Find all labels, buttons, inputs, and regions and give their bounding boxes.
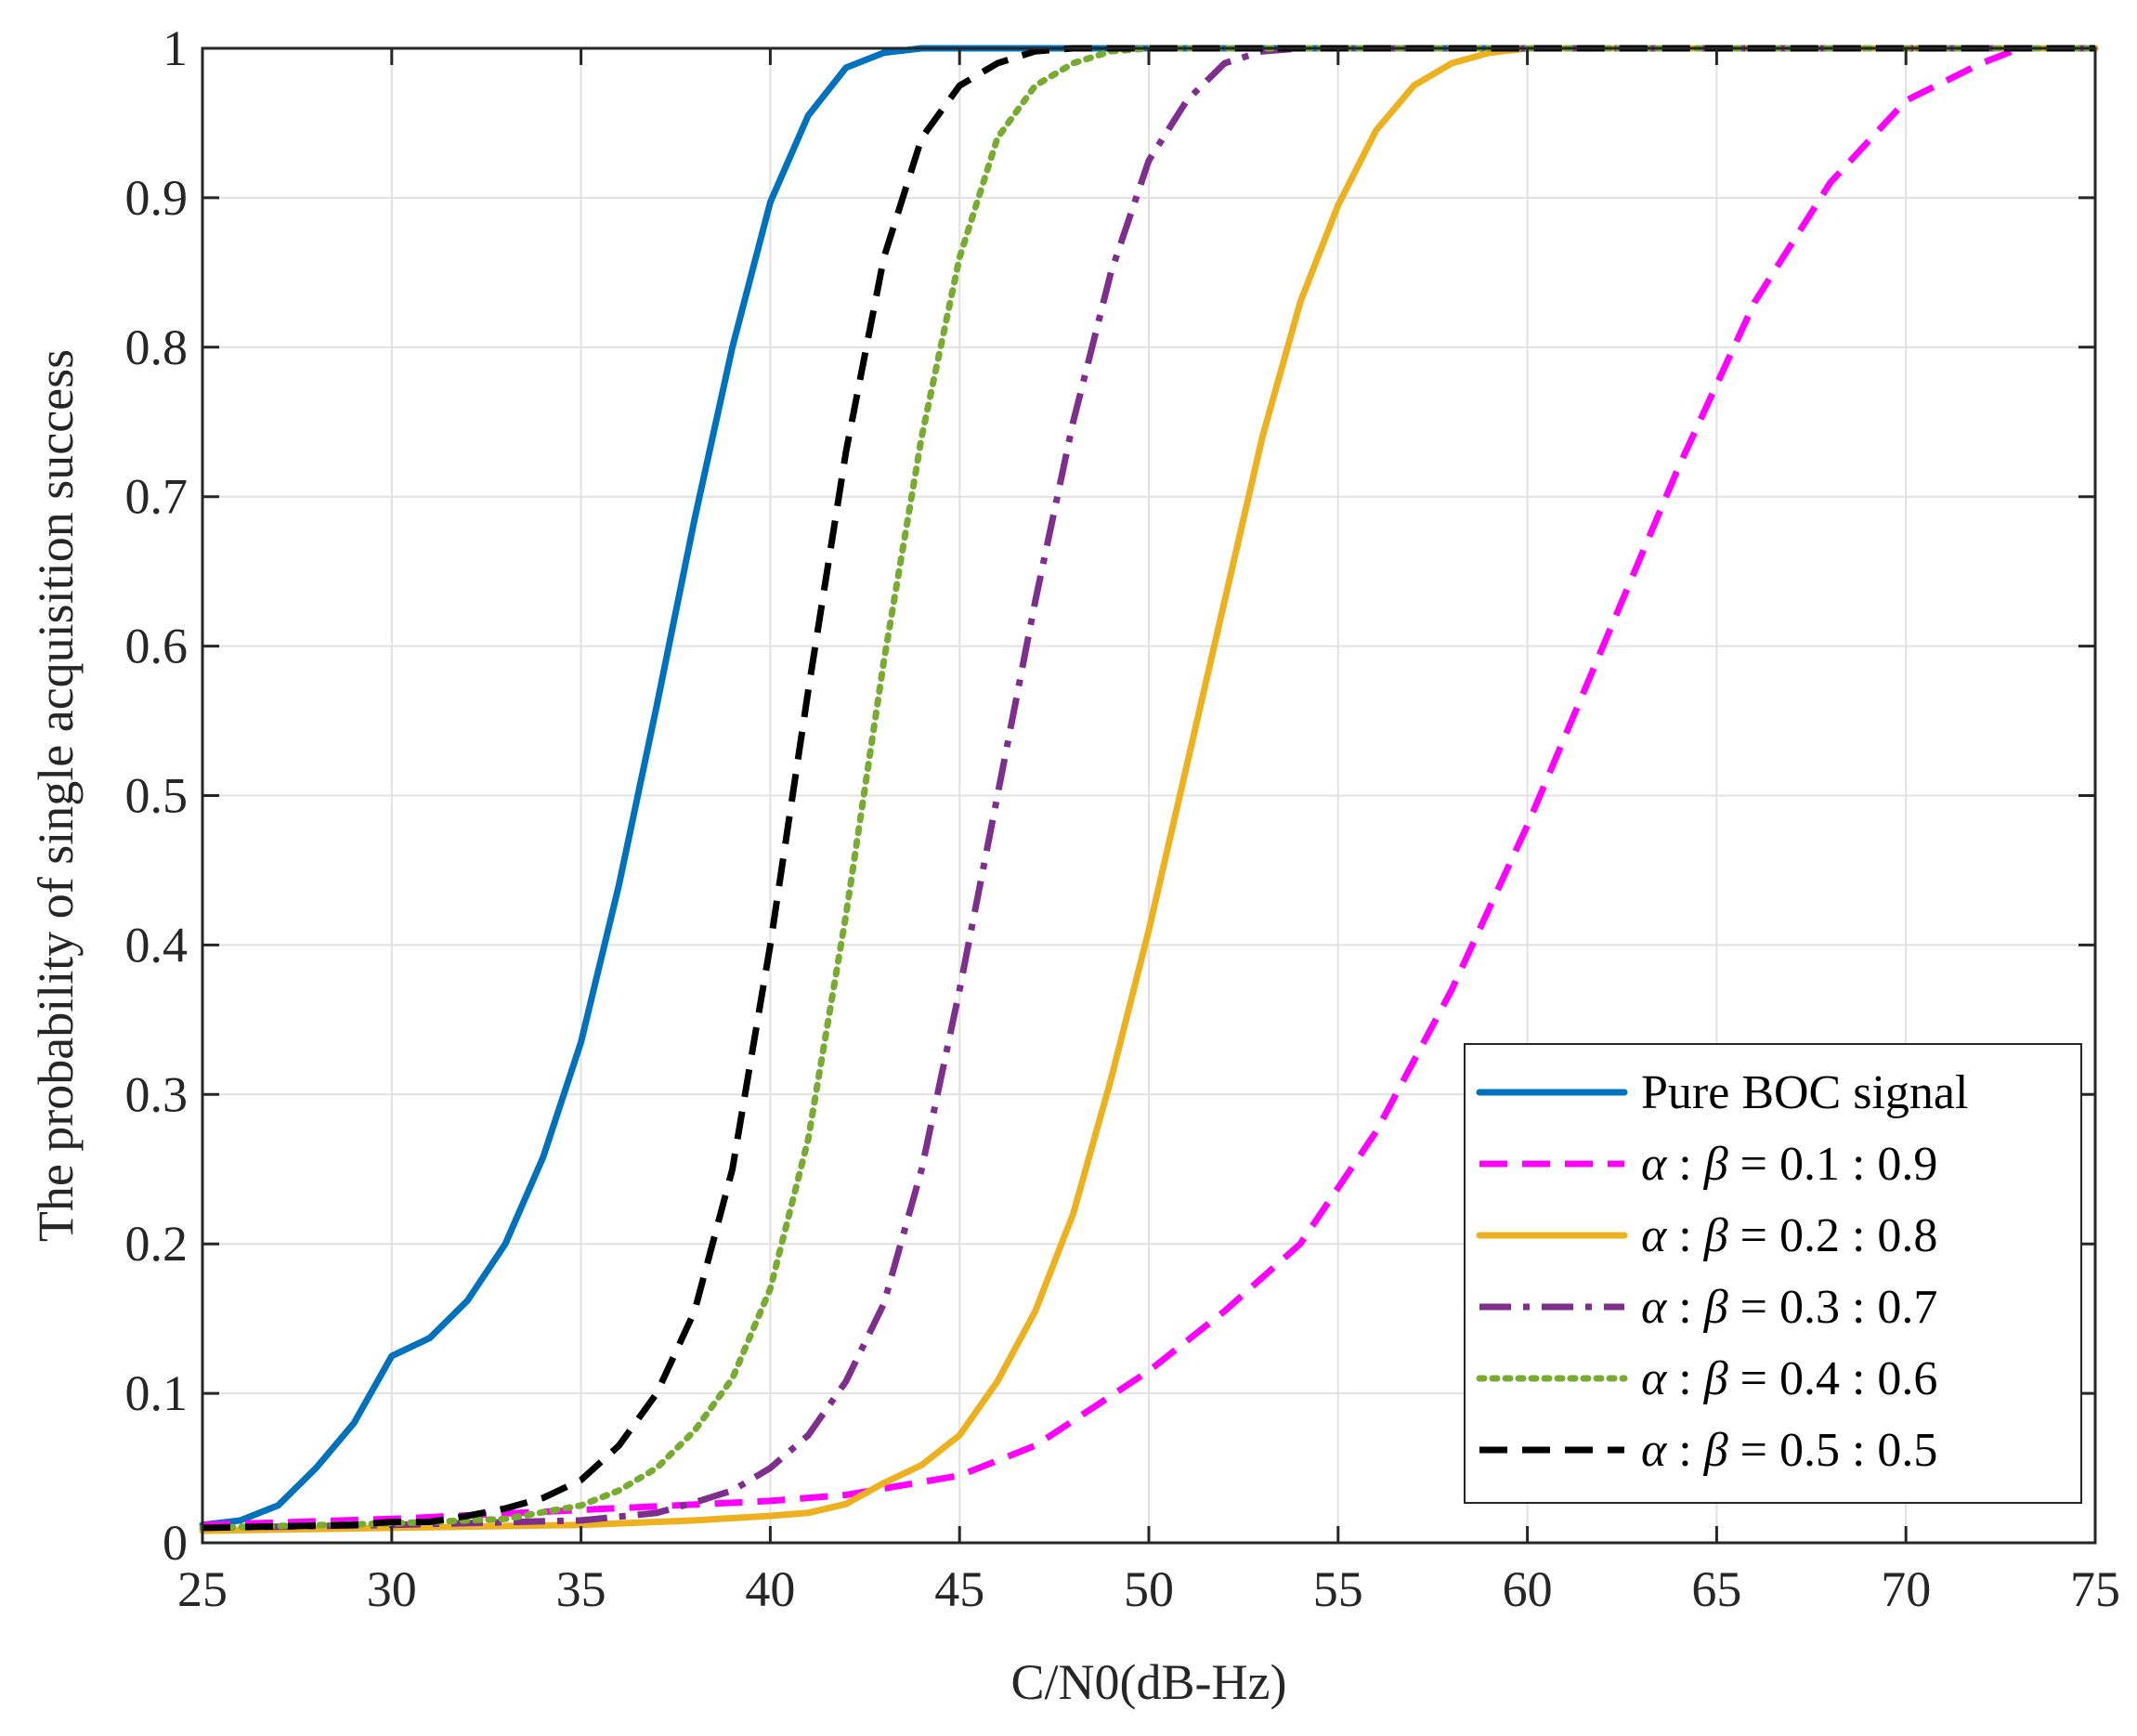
legend-label-4: α : β = 0.3 : 0.7 [1641,1281,1937,1334]
y-tick-label: 0.8 [125,320,189,375]
x-tick-label: 75 [2070,1561,2120,1617]
y-tick-label: 0.9 [125,170,189,226]
series-line-5 [199,45,2099,1532]
x-tick-label: 45 [934,1561,984,1617]
series-line-4 [202,45,2095,1532]
x-tick-label: 60 [1503,1561,1553,1617]
y-tick-label: 0.6 [125,619,189,674]
x-axis-label: C/N0(dB-Hz) [1011,1654,1287,1710]
legend-label-2: α : β = 0.1 : 0.9 [1641,1138,1937,1191]
x-tick-label: 40 [745,1561,795,1617]
y-axis-label: The probability of single acquisition su… [28,349,84,1242]
x-tick-label: 50 [1124,1561,1174,1617]
legend-label-6: α : β = 0.5 : 0.5 [1641,1424,1937,1477]
x-tick-label: 25 [177,1561,228,1617]
y-tick-label: 0.4 [125,917,189,972]
series-line-3 [199,45,2099,1534]
y-tick-label: 0.7 [125,469,189,525]
legend: Pure BOC signal α : β = 0.1 : 0.9 α : β = … [1464,1043,2082,1504]
legend-box [1464,1043,2082,1504]
x-tick-label: 70 [1881,1561,1931,1617]
series-lines [199,45,2099,1534]
series-line-1 [199,45,2099,1529]
series-line-2 [202,45,2095,1529]
x-tick-label: 65 [1691,1561,1741,1617]
x-tick-label: 35 [556,1561,606,1617]
tick-labels: 25 30 35 40 45 50 55 60 65 70 75 0 0.1 0.2 0.3 0.4 0.5 0.… [125,20,2121,1617]
x-tick-label: 30 [367,1561,417,1617]
y-tick-label: 0.1 [125,1365,189,1421]
ticks [201,46,2097,1545]
legend-items: Pure BOC signal α : β = 0.1 : 0.9 α : β = … [1476,1066,1968,1477]
x-tick-label: 55 [1313,1561,1363,1617]
y-tick-label: 0.3 [125,1066,189,1122]
legend-label-1: Pure BOC signal [1641,1066,1968,1119]
y-tick-label: 0 [163,1515,188,1571]
y-tick-label: 1 [163,20,188,76]
y-tick-label: 0.5 [125,768,189,824]
series-line-6 [202,45,2095,1532]
legend-label-3: α : β = 0.2 : 0.8 [1641,1209,1937,1262]
y-tick-label: 0.2 [125,1216,189,1272]
legend-label-5: α : β = 0.4 : 0.6 [1641,1352,1937,1405]
